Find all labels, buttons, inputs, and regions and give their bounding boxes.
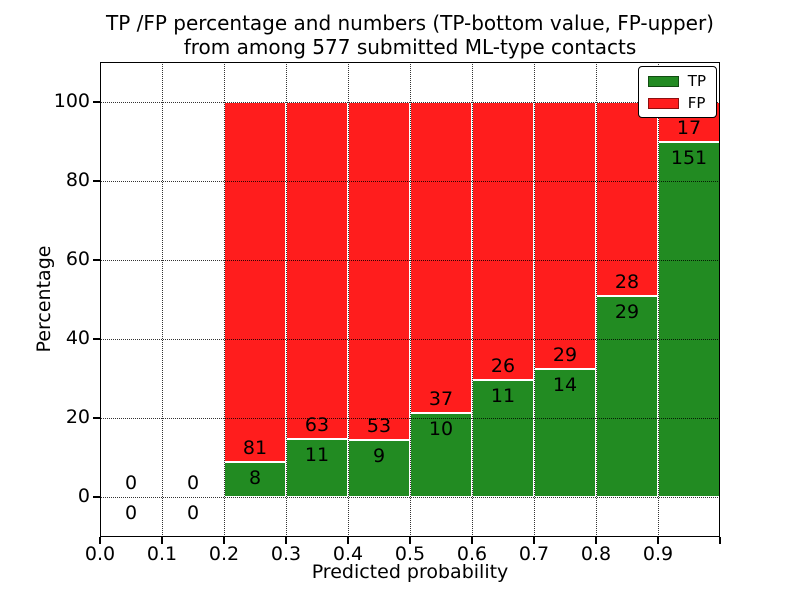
grid-line-vertical [162,62,163,537]
bar-fp-count-label: 63 [304,413,330,436]
bar-tp-segment [472,379,534,498]
x-axis-tick [409,537,411,544]
chart-title-line1: TP /FP percentage and numbers (TP-bottom… [106,11,714,35]
bar-tp-count-label: 0 [186,502,200,525]
bar-fp-count-label: 26 [490,354,516,377]
x-axis-tick [533,537,535,544]
grid-line-vertical [472,62,473,537]
x-axis-tick [471,537,473,544]
y-axis-tick [93,417,100,420]
x-tick-label: 0.4 [332,543,364,565]
legend-label-tp: TP [687,72,706,90]
bar-tp-segment [596,296,658,498]
x-tick-label: 0.0 [84,543,116,565]
y-tick-label: 20 [65,406,90,429]
x-axis-tick [285,537,287,544]
bar-fp-segment [596,101,658,297]
y-tick-label: 40 [65,326,90,349]
bar-tp-count-label: 9 [372,444,386,467]
x-axis-tick [223,537,225,544]
y-axis-tick [93,258,100,261]
plot-area: TP FP 0 0 0 0 81 8 63 11 53 9 37 10 26 11 29 14 28 29 17 15… [100,62,720,537]
x-axis-tick [161,537,163,544]
x-axis-tick [719,537,721,544]
bar-tp-segment [534,368,596,498]
bar-tp-count-label: 0 [124,502,138,525]
legend-entry-fp: FP [647,94,706,112]
bar-fp-segment [224,101,286,462]
bar-fp-count-label: 0 [124,472,138,495]
bar-fp-count-label: 29 [552,343,578,366]
chart-title-line2: from among 577 submitted ML-type contact… [183,35,637,59]
bar-fp-count-label: 81 [242,436,268,459]
bar-tp-segment [658,141,720,498]
grid-line-vertical [348,62,349,537]
x-tick-label: 0.9 [642,543,674,565]
bar-tp-count-label: 151 [670,146,708,169]
x-axis-tick [595,537,597,544]
y-tick-label: 80 [65,168,90,191]
bar-tp-count-label: 8 [248,466,262,489]
x-tick-label: 0.3 [270,543,302,565]
bar-fp-count-label: 0 [186,472,200,495]
chart-title: TP /FP percentage and numbers (TP-bottom… [100,11,720,59]
bar-tp-count-label: 10 [428,418,454,441]
y-axis-tick [93,100,100,103]
x-axis-tick [99,537,101,544]
legend-label-fp: FP [687,94,706,112]
bar-fp-count-label: 28 [614,271,640,294]
grid-line-vertical [286,62,287,537]
bar-tp-segment [410,413,472,498]
grid-line-vertical [224,62,225,537]
bar-fp-count-label: 17 [676,116,702,139]
bar-fp-segment [348,101,410,440]
legend: TP FP [637,66,717,118]
x-tick-label: 0.6 [456,543,488,565]
y-axis-tick [93,338,100,341]
y-tick-label: 100 [53,89,90,112]
legend-swatch-tp-icon [647,75,679,87]
x-tick-label: 0.1 [146,543,178,565]
bar-tp-count-label: 14 [552,373,578,396]
grid-line-vertical [658,62,659,537]
x-axis-label: Predicted probability [311,561,509,583]
legend-entry-tp: TP [647,72,706,90]
x-tick-label: 0.2 [208,543,240,565]
bar-fp-segment [286,101,348,439]
bar-tp-count-label: 11 [304,443,330,466]
x-tick-label: 0.8 [580,543,612,565]
y-axis-tick [93,179,100,182]
bar-fp-segment [534,101,596,369]
y-tick-label: 0 [77,485,90,508]
grid-line-vertical [596,62,597,537]
bar-fp-segment [472,101,534,380]
bar-fp-count-label: 53 [366,414,392,437]
bar-fp-count-label: 37 [428,388,454,411]
bar-tp-count-label: 29 [614,301,640,324]
x-tick-label: 0.7 [518,543,550,565]
legend-swatch-fp-icon [647,97,679,109]
bar-tp-count-label: 11 [490,384,516,407]
bar-fp-segment [410,101,472,414]
grid-line-vertical [534,62,535,537]
bar-tp-segment [348,439,410,498]
grid-line-vertical [410,62,411,537]
x-axis-tick [347,537,349,544]
y-tick-label: 60 [65,247,90,270]
x-axis-tick [657,537,659,544]
y-axis-tick [93,496,100,499]
bar-tp-segment [224,461,286,498]
x-tick-label: 0.5 [394,543,426,565]
